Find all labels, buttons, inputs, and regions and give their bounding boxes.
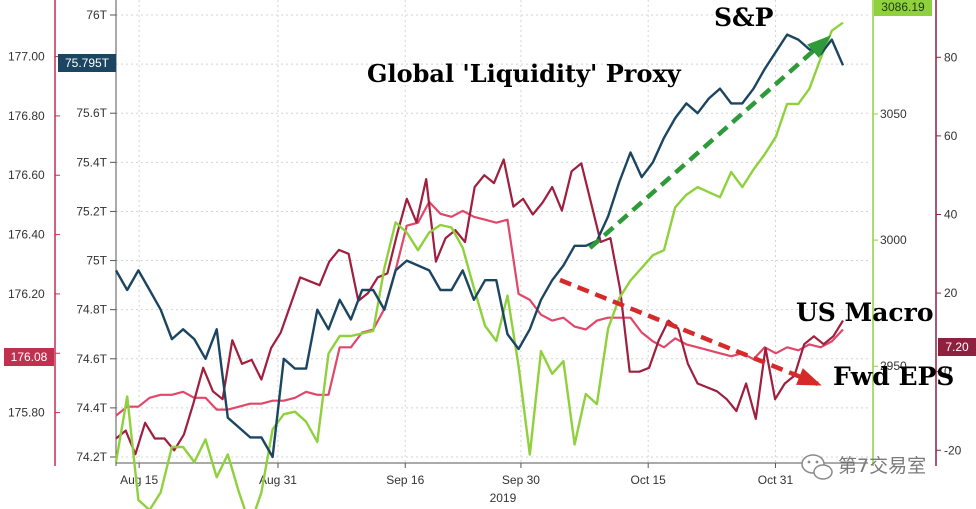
eps-last-value-text: 176.08 xyxy=(11,350,48,364)
grid xyxy=(116,0,868,463)
eps-series-line xyxy=(115,200,844,417)
liquidity-tick-label: 74.8T xyxy=(76,303,107,317)
eps-tick-label: 176.80 xyxy=(8,109,45,123)
macro-tick-label: 60 xyxy=(944,129,958,143)
watermark-text: 第7交易室 xyxy=(838,455,926,477)
macro-tick-label: 20 xyxy=(944,286,958,300)
x-tick-label: Oct 31 xyxy=(758,473,794,487)
chart-title: Global 'Liquidity' Proxy xyxy=(367,59,682,88)
x-tick-label: Sep 16 xyxy=(386,473,424,487)
x-tick-label: Aug 15 xyxy=(120,473,158,487)
sp-tick-label: 3050 xyxy=(880,107,907,121)
eps-last-value-box xyxy=(4,348,54,366)
liquidity-series-line xyxy=(114,33,845,459)
plot-area xyxy=(116,0,868,463)
macro-tick-label: -20 xyxy=(944,443,962,457)
x-tick-label: Aug 31 xyxy=(259,473,297,487)
eps-tick-label: 177.00 xyxy=(8,50,45,64)
macro-tick-label: 40 xyxy=(944,207,958,221)
eps-tick-label: 176.60 xyxy=(8,168,45,182)
eps-tick-label: 176.20 xyxy=(8,287,45,301)
wechat-icon xyxy=(801,454,833,480)
liquidity-tick-label: 74.2T xyxy=(76,450,107,464)
down-trend-arrow-shaft xyxy=(559,277,819,387)
macro-tick-label: 80 xyxy=(944,50,958,64)
macro-series-line xyxy=(115,158,844,456)
x-tick-label: Oct 15 xyxy=(631,473,667,487)
x-year-label: 2019 xyxy=(490,491,517,505)
sp-last-value-text: 3086.19 xyxy=(881,0,925,14)
sp-series-line xyxy=(114,21,844,509)
down-trend-arrow-head xyxy=(796,368,822,386)
up-trend-arrow-shaft xyxy=(588,36,830,250)
liquidity-last-value-box xyxy=(58,54,116,72)
axes: 175.80176.00176.20176.40176.60176.80177.… xyxy=(8,0,962,505)
watermark: 第7交易室 xyxy=(801,454,926,480)
eps-tick-label: 176.40 xyxy=(8,228,45,242)
sp-tick-label: 2950 xyxy=(880,359,907,373)
macro-last-value-text: 7.20 xyxy=(945,340,969,354)
fwd-eps-annotation: Fwd EPS xyxy=(833,362,954,391)
eps-tick-label: 175.80 xyxy=(8,406,45,420)
liquidity-tick-label: 75.4T xyxy=(76,155,107,169)
liquidity-tick-label: 74.4T xyxy=(76,401,107,415)
liquidity-last-value-text: 75.795T xyxy=(65,56,110,70)
liquidity-tick-label: 75.2T xyxy=(76,204,107,218)
up-trend-arrow-head xyxy=(807,35,831,58)
liquidity-tick-label: 76T xyxy=(86,8,107,22)
sp-annotation: S&P xyxy=(714,3,774,32)
labels: 75.795T 176.08 3086.19 7.20 xyxy=(4,0,976,366)
us-macro-annotation: US Macro xyxy=(796,298,934,327)
liquidity-tick-label: 74.6T xyxy=(76,352,107,366)
liquidity-tick-label: 75T xyxy=(86,254,107,268)
macro-last-value-box xyxy=(938,338,976,356)
sp-last-value-box xyxy=(874,0,932,16)
macro-tick-label: 0 xyxy=(944,365,951,379)
series xyxy=(114,21,845,509)
x-tick-label: Sep 30 xyxy=(502,473,540,487)
liquidity-tick-label: 75.6T xyxy=(76,106,107,120)
sp-tick-label: 3000 xyxy=(880,233,907,247)
